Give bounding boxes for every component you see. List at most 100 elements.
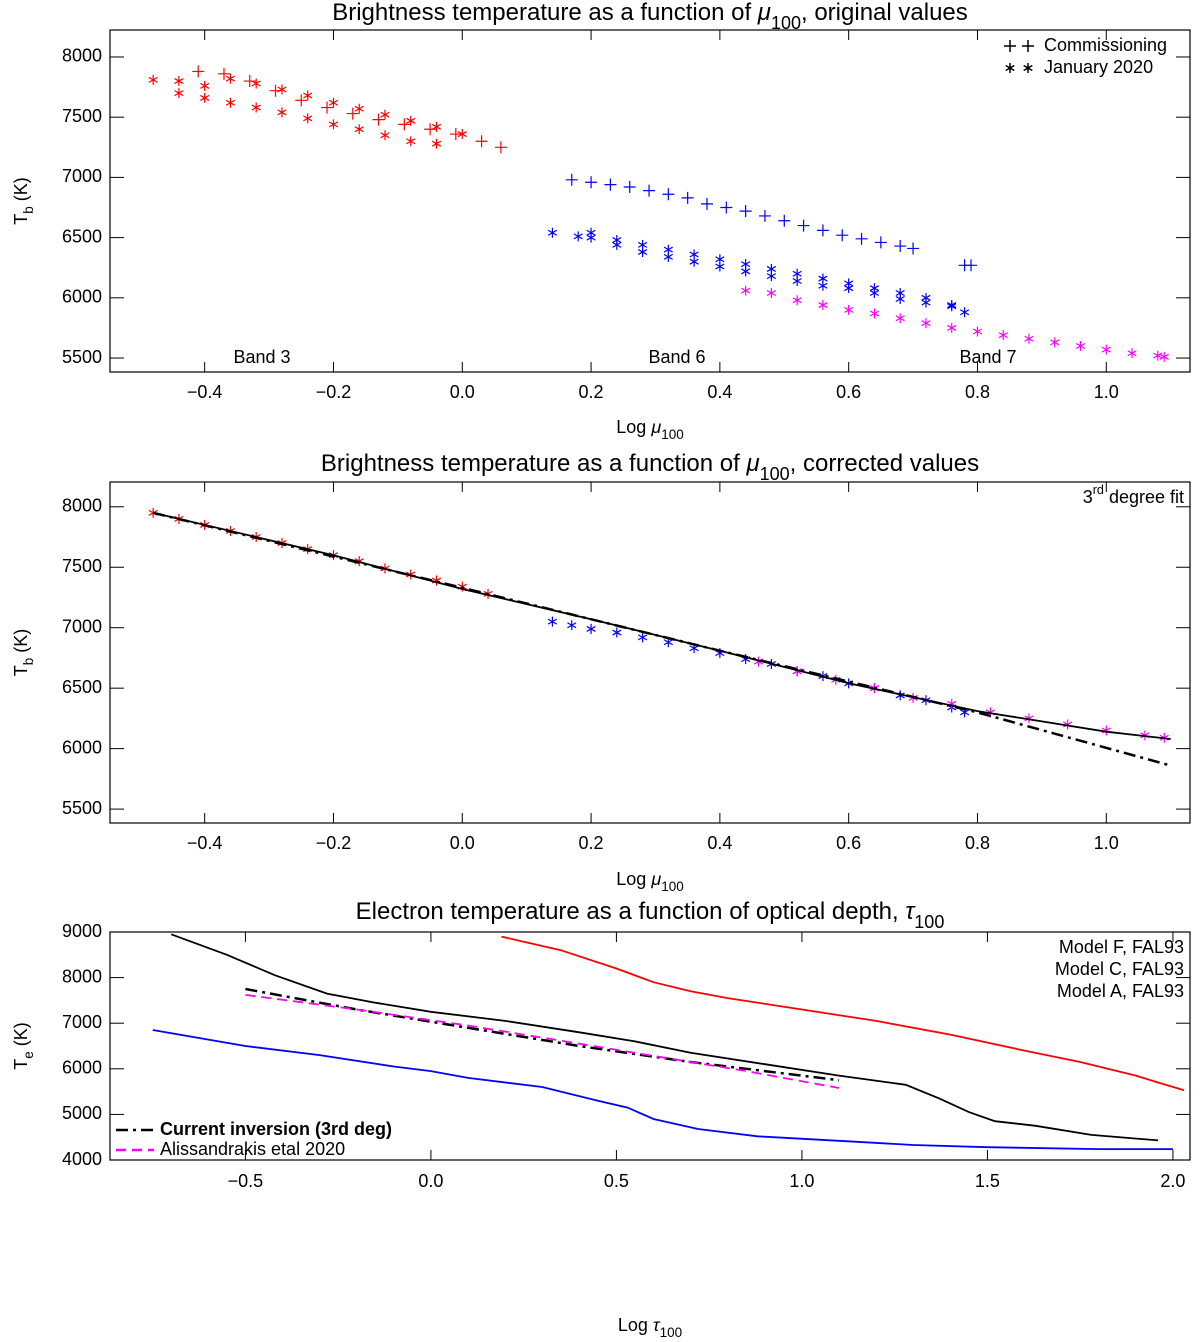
data-point [1075, 340, 1086, 351]
data-point [662, 188, 675, 201]
data-point [895, 294, 905, 305]
x-tick-label: 0.0 [450, 382, 475, 402]
data-point [251, 102, 261, 113]
legend-label: Model C, FAL93 [1055, 959, 1184, 979]
data-point [855, 232, 868, 245]
data-point [225, 97, 236, 108]
y-axis-label: Te (K) [11, 1022, 36, 1070]
x-tick-label: −0.5 [228, 1171, 264, 1191]
data-point [836, 229, 849, 242]
data-point [321, 101, 334, 114]
panel: Brightness temperature as a function of … [11, 450, 1191, 894]
band-label: Band 3 [233, 347, 290, 367]
x-tick-label: −0.4 [187, 382, 223, 402]
data-point [406, 115, 416, 126]
data-point [604, 178, 617, 191]
text-part: rd [1093, 483, 1104, 497]
y-tick-label: 8000 [62, 496, 102, 516]
y-tick-label: 6000 [62, 737, 102, 757]
x-tick-label: 1.0 [789, 1171, 814, 1191]
text-part: μ [745, 450, 759, 477]
chart-title: Electron temperature as a function of op… [356, 898, 945, 931]
text-part: Brightness temperature as a function of [332, 0, 758, 26]
data-point [328, 97, 339, 108]
plot-frame [109, 931, 1191, 1161]
data-point [818, 280, 828, 291]
text-part: Log [616, 417, 651, 437]
data-point [965, 259, 978, 272]
x-tick-label: 0.5 [604, 1171, 629, 1191]
legend-label: Current inversion (3rd deg) [160, 1119, 392, 1139]
x-tick-label: 0.6 [836, 382, 861, 402]
x-tick-label: 1.0 [1094, 382, 1119, 402]
text-part: Electron temperature as a function of op… [356, 898, 906, 925]
data-point [612, 239, 622, 250]
data-point [792, 275, 802, 286]
text-part: T [11, 214, 31, 225]
text-part: 100 [771, 13, 801, 33]
data-point [372, 113, 385, 126]
data-point [567, 620, 577, 631]
y-axis-label: Tb (K) [11, 177, 36, 225]
data-point [354, 124, 364, 135]
text-part: μ [650, 417, 661, 437]
panel: Brightness temperature as a function of … [11, 0, 1191, 442]
data-point [778, 214, 791, 227]
plot-frame [109, 481, 1191, 824]
text-part: Log [616, 869, 651, 889]
data-point [1153, 350, 1163, 361]
data-point [398, 118, 411, 131]
data-line [152, 511, 1171, 740]
data-point [1101, 344, 1111, 355]
fit-note: 3rd degree fit [1083, 483, 1184, 506]
data-point [449, 128, 462, 141]
band-label: Band 7 [959, 347, 1016, 367]
data-point [816, 224, 829, 237]
legend-marker [1004, 40, 1034, 52]
data-point [972, 326, 983, 337]
plot-frame [109, 29, 1191, 373]
x-tick-label: 0.2 [579, 382, 604, 402]
text-part: 100 [661, 879, 684, 894]
x-tick-label: −0.2 [316, 833, 352, 853]
data-point [277, 84, 287, 95]
text-part: τ [653, 1315, 661, 1335]
data-point [869, 308, 880, 319]
data-point [741, 266, 751, 277]
data-point [907, 242, 920, 255]
x-tick-label: 0.0 [450, 833, 475, 853]
data-point [623, 181, 636, 194]
data-point [766, 288, 777, 299]
data-point [303, 113, 313, 124]
x-tick-label: −0.2 [316, 382, 352, 402]
data-point [174, 76, 184, 87]
legend-marker [1005, 63, 1033, 73]
text-part: b [21, 206, 36, 214]
data-point [1127, 348, 1137, 359]
text-part: 100 [914, 912, 944, 932]
data-point [277, 107, 287, 118]
data-point [457, 129, 467, 140]
text-part: , corrected values [790, 450, 979, 477]
data-point [174, 88, 184, 99]
data-point [243, 75, 256, 88]
text-part: Log [618, 1315, 653, 1335]
data-point [225, 73, 236, 84]
data-point [792, 295, 802, 306]
data-point [303, 90, 313, 101]
data-line [245, 987, 840, 1082]
data-point [715, 261, 725, 272]
data-point [328, 119, 339, 130]
data-point [894, 240, 907, 253]
data-point [585, 176, 598, 189]
data-point [844, 283, 854, 294]
text-part: (K) [11, 629, 31, 658]
text-part: 100 [661, 427, 684, 442]
y-tick-label: 8000 [62, 46, 102, 66]
data-point [844, 304, 854, 315]
data-point [921, 297, 931, 308]
data-line [245, 994, 840, 1089]
data-point [874, 236, 887, 249]
data-point [741, 285, 751, 296]
